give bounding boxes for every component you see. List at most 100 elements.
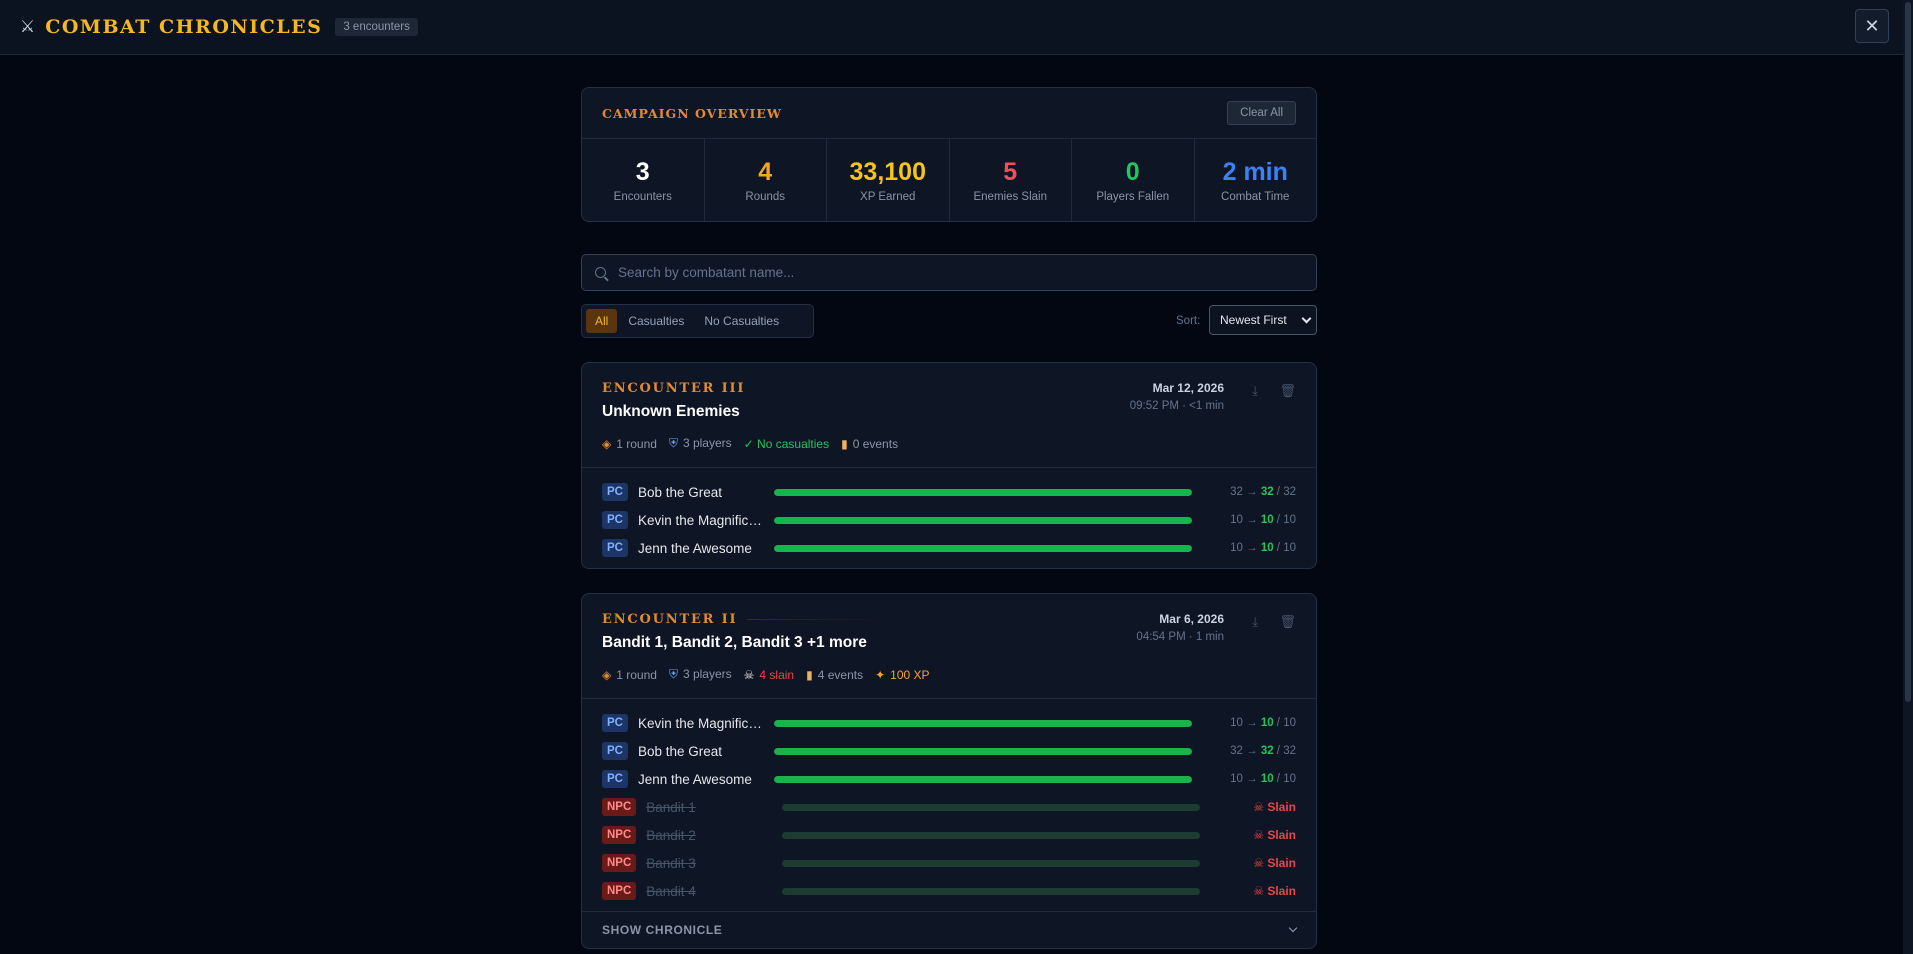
trash-icon[interactable]: 🗑	[1279, 614, 1296, 629]
round-icon: ◈	[602, 667, 612, 682]
sort-value: Newest First	[1220, 313, 1287, 327]
combatant-row[interactable]: PC Kevin the Magnificent 10 → 10 / 10	[602, 506, 1296, 534]
no-casualties-status: ✓ No casualties	[743, 436, 830, 451]
shield-icon: ⛨	[668, 436, 678, 450]
pc-tag: PC	[602, 511, 628, 529]
combatant-row[interactable]: NPC Bandit 4 ☠ Slain	[602, 877, 1296, 905]
hp-bar	[774, 719, 1192, 727]
crossed-swords-icon: ⚔	[20, 17, 36, 36]
round-icon: ◈	[602, 436, 612, 451]
npc-tag: NPC	[602, 854, 637, 872]
hp-bar	[782, 887, 1201, 895]
hp-bar-fill	[774, 544, 1192, 552]
combatant-row[interactable]: PC Bob the Great 32 → 32 / 32	[602, 737, 1296, 765]
hp-bar	[782, 831, 1201, 839]
hp-bar-fill	[774, 775, 1192, 783]
encounter-title: Bandit 1, Bandit 2, Bandit 3 +1 more	[602, 634, 867, 651]
encounter-card[interactable]: ENCOUNTER II Bandit 1, Bandit 2, Bandit …	[581, 593, 1317, 949]
skull-icon: ☠	[1253, 884, 1268, 898]
close-icon: ✕	[1864, 15, 1880, 36]
filter-group: All Casualties No Casualties	[581, 304, 814, 338]
trash-icon[interactable]: 🗑	[1279, 383, 1296, 398]
hp-bar	[782, 803, 1201, 811]
combatant-name: Bob the Great	[638, 743, 723, 759]
combatant-row[interactable]: PC Jenn the Awesome 10 → 10 / 10	[602, 534, 1296, 562]
scrollbar-thumb[interactable]	[1905, 2, 1911, 702]
hp-bar	[774, 544, 1192, 552]
encounter-card[interactable]: ENCOUNTER III Unknown Enemies Mar 12, 20…	[581, 362, 1317, 569]
hp-bar-fill	[774, 747, 1192, 755]
stat-card: 33,100 XP Earned	[827, 139, 950, 221]
combatant-name: Jenn the Awesome	[638, 540, 752, 556]
hp-bar	[774, 747, 1192, 755]
combatant-name: Bandit 4	[646, 883, 696, 899]
combatant-name: Kevin the Magnificent	[638, 512, 762, 528]
show-chronicle-button[interactable]: SHOW CHRONICLE	[582, 911, 1316, 948]
encounter-meta: ◈ 1 round ⛨ 3 players ☠ 4 slain ▮ 4 events ✦…	[602, 667, 930, 682]
hp-readout: 32 → 32 / 32	[1230, 486, 1296, 498]
filter-all[interactable]: All	[586, 309, 618, 333]
npc-tag: NPC	[602, 882, 637, 900]
encounter-count-badge: 3 encounters	[335, 18, 418, 36]
hp-readout: 10 → 10 / 10	[1230, 773, 1296, 785]
combatant-name: Jenn the Awesome	[638, 771, 752, 787]
skull-icon: ☠	[1253, 828, 1268, 842]
combatant-row[interactable]: PC Bob the Great 32 → 32 / 32	[602, 478, 1296, 506]
combatant-row[interactable]: NPC Bandit 2 ☠ Slain	[602, 821, 1296, 849]
slain-status: ☠ Slain	[1253, 828, 1296, 842]
scroll-icon: ▮	[841, 436, 848, 451]
combatant-row[interactable]: PC Jenn the Awesome 10 → 10 / 10	[602, 765, 1296, 793]
hp-bar-fill	[774, 516, 1192, 524]
stat-value: 2 min	[1222, 157, 1288, 186]
encounter-label: ENCOUNTER II	[602, 612, 1296, 627]
pc-tag: PC	[602, 483, 628, 501]
stat-value: 4	[758, 157, 773, 186]
encounter-date: Mar 6, 2026	[1159, 612, 1224, 626]
scroll-icon: ▮	[806, 667, 813, 682]
encounter-meta: ◈ 1 round ⛨ 3 players ✓ No casualties ▮ 0 e…	[602, 436, 899, 451]
hp-bar	[774, 516, 1192, 524]
encounter-date: Mar 12, 2026	[1152, 381, 1224, 395]
stat-label: Enemies Slain	[973, 190, 1047, 203]
combatant-row[interactable]: NPC Bandit 3 ☠ Slain	[602, 849, 1296, 877]
sort-label: Sort:	[1176, 315, 1201, 327]
skull-icon: ☠	[1253, 856, 1268, 870]
stat-card: 5 Enemies Slain	[950, 139, 1072, 221]
pc-tag: PC	[602, 742, 628, 760]
combatant-name: Kevin the Magnificent	[638, 715, 762, 731]
clear-all-button[interactable]: Clear All	[1227, 101, 1296, 125]
stat-card: 3 Encounters	[582, 139, 705, 221]
combatant-list: PC Kevin the Magnificent 10 → 10 / 10 PC …	[582, 699, 1316, 911]
filter-no-casualties[interactable]: No Casualties	[704, 314, 780, 328]
hp-bar	[782, 859, 1201, 867]
download-icon[interactable]: ⤓	[1252, 383, 1258, 398]
combatant-list: PC Bob the Great 32 → 32 / 32 PC Kevin th…	[582, 468, 1316, 568]
stat-value: 33,100	[849, 157, 926, 186]
scrollbar[interactable]	[1903, 0, 1913, 954]
pc-tag: PC	[602, 770, 628, 788]
download-icon[interactable]: ⤓	[1252, 614, 1258, 629]
xp-star-icon: ✦	[875, 667, 886, 682]
skull-icon: ☠	[743, 667, 755, 682]
stat-card: 2 min Combat Time	[1195, 139, 1317, 221]
npc-tag: NPC	[602, 826, 637, 844]
filter-casualties[interactable]: Casualties	[628, 314, 685, 328]
npc-tag: NPC	[602, 798, 637, 816]
hp-readout: 10 → 10 / 10	[1230, 542, 1296, 554]
chevron-down-icon	[1301, 313, 1312, 323]
sort-select[interactable]: Newest First	[1209, 305, 1317, 335]
campaign-overview: CAMPAIGN OVERVIEW Clear All 3 Encounters…	[581, 87, 1317, 222]
hp-bar-fill	[774, 488, 1192, 496]
search-input[interactable]: Search by combatant name...	[581, 254, 1317, 291]
encounter-title: Unknown Enemies	[602, 403, 740, 420]
combatant-row[interactable]: NPC Bandit 1 ☠ Slain	[602, 793, 1296, 821]
pc-tag: PC	[602, 539, 628, 557]
stat-value: 3	[635, 157, 650, 186]
app-title: COMBAT CHRONICLES	[45, 16, 323, 38]
skull-icon: ☠	[1253, 800, 1268, 814]
hp-readout: 32 → 32 / 32	[1230, 745, 1296, 757]
show-chronicle-label: SHOW CHRONICLE	[602, 923, 723, 937]
combatant-row[interactable]: PC Kevin the Magnificent 10 → 10 / 10	[602, 709, 1296, 737]
close-button[interactable]: ✕	[1855, 9, 1889, 43]
stat-label: Encounters	[613, 190, 672, 203]
